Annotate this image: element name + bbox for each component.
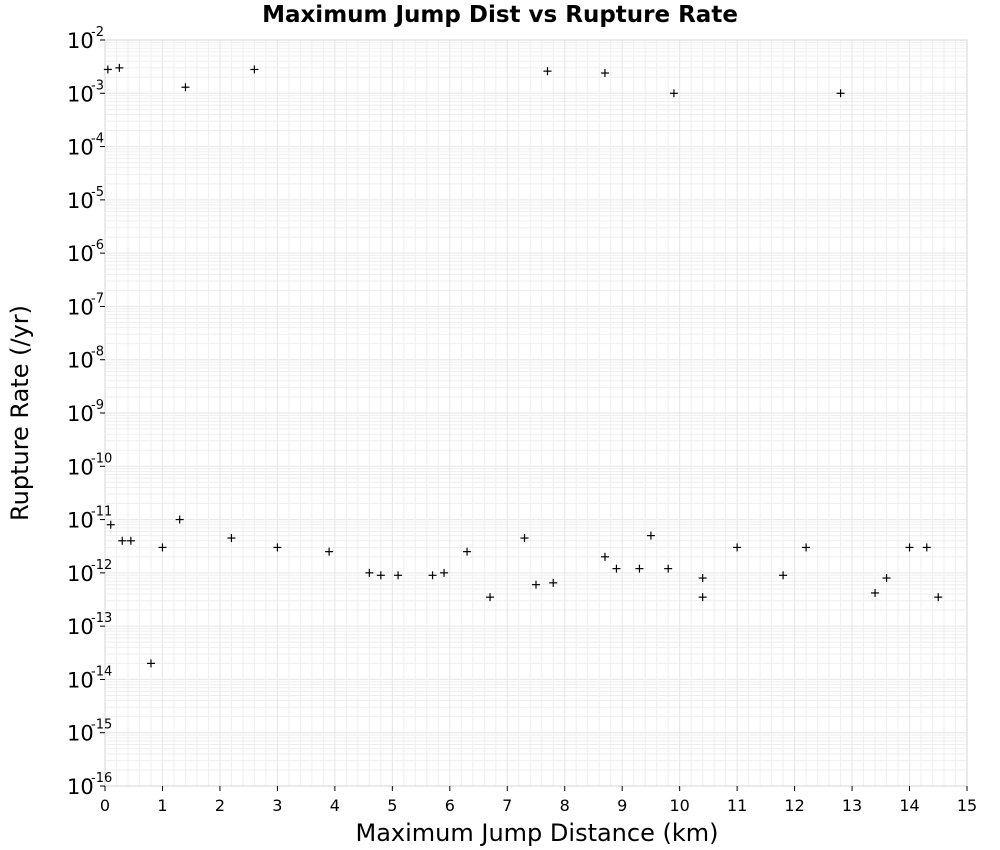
data-point: [175, 515, 184, 524]
x-tick-label: 8: [560, 796, 570, 815]
y-tick-label: 10: [67, 722, 94, 746]
data-point: [428, 571, 437, 580]
x-tick-label: 6: [445, 796, 455, 815]
y-tick-exponent: -16: [91, 771, 112, 786]
x-tick-label: 12: [784, 796, 804, 815]
data-point: [635, 564, 644, 573]
data-point: [227, 534, 236, 543]
x-tick-label: 7: [502, 796, 512, 815]
x-tick-label: 10: [669, 796, 689, 815]
x-tick-label: 11: [727, 796, 747, 815]
data-point: [698, 574, 707, 583]
data-point: [922, 543, 931, 552]
data-point: [836, 89, 845, 98]
data-point: [532, 580, 540, 589]
data-point: [549, 578, 558, 587]
y-tick-exponent: -9: [91, 398, 104, 413]
data-point: [376, 571, 385, 580]
data-point: [463, 547, 472, 556]
data-point: [146, 659, 155, 668]
y-tick-label: 10: [67, 562, 94, 586]
data-point: [543, 67, 552, 76]
data-point: [934, 593, 943, 602]
data-point: [612, 564, 621, 573]
y-tick-exponent: -13: [91, 611, 112, 626]
y-tick-label: 10: [67, 242, 94, 266]
y-tick-label: 10: [67, 136, 94, 160]
data-point: [779, 571, 788, 580]
y-tick-label: 10: [67, 509, 94, 533]
x-tick-label: 15: [957, 796, 977, 815]
y-tick-exponent: -14: [91, 664, 112, 679]
x-tick-label: 1: [157, 796, 167, 815]
y-tick-exponent: -2: [91, 25, 104, 40]
data-point: [115, 63, 124, 72]
data-point: [871, 588, 880, 597]
x-tick-label: 0: [100, 796, 110, 815]
y-tick-exponent: -7: [91, 291, 104, 306]
y-tick-exponent: -15: [91, 718, 112, 733]
y-tick-label: 10: [67, 82, 94, 106]
y-tick-label: 10: [67, 668, 94, 692]
y-tick-label: 10: [67, 189, 94, 213]
data-point: [486, 593, 495, 602]
data-point: [250, 65, 259, 74]
data-point: [664, 564, 673, 573]
axes: 0 1 2 3 4 5 6 7 8 9 10 11 12 13 14 1510-210-310-410-510…: [67, 25, 977, 815]
data-point: [905, 543, 914, 552]
data-point: [440, 568, 449, 577]
data-point: [669, 89, 678, 98]
data-point: [158, 543, 167, 552]
y-tick-label: 10: [67, 402, 94, 426]
y-tick-exponent: -12: [91, 558, 112, 573]
y-tick-label: 10: [67, 29, 94, 53]
data-point: [126, 536, 135, 545]
data-point: [394, 571, 403, 580]
data-point: [273, 543, 282, 552]
y-tick-label: 10: [67, 615, 94, 639]
data-points: [103, 63, 943, 668]
y-tick-label: 10: [67, 455, 94, 479]
x-tick-label: 13: [842, 796, 862, 815]
data-point: [733, 543, 742, 552]
y-tick-exponent: -3: [91, 78, 104, 93]
x-tick-label: 14: [899, 796, 919, 815]
y-tick-exponent: -4: [91, 132, 104, 147]
x-axis-label: Maximum Jump Distance (km): [356, 819, 719, 847]
y-tick-label: 10: [67, 295, 94, 319]
data-point: [365, 568, 374, 577]
data-point: [646, 531, 655, 540]
x-tick-label: 5: [387, 796, 397, 815]
y-tick-label: 10: [67, 775, 94, 799]
data-point: [325, 547, 334, 556]
y-tick-exponent: -10: [91, 451, 112, 466]
y-tick-label: 10: [67, 349, 94, 373]
grid: [104, 39, 968, 787]
y-axis-label: Rupture Rate (/yr): [6, 305, 34, 521]
x-tick-label: 9: [617, 796, 627, 815]
y-tick-exponent: -6: [91, 238, 104, 253]
y-tick-exponent: -11: [91, 505, 112, 520]
x-tick-label: 3: [272, 796, 282, 815]
data-point: [106, 520, 115, 529]
x-tick-label: 2: [215, 796, 225, 815]
x-tick-label: 4: [330, 796, 340, 815]
data-point: [118, 536, 127, 545]
y-tick-exponent: -5: [91, 185, 104, 200]
data-point: [600, 552, 609, 561]
chart-title: Maximum Jump Dist vs Rupture Rate: [262, 2, 738, 28]
data-point: [882, 574, 891, 583]
data-point: [698, 593, 707, 602]
y-tick-exponent: -8: [91, 345, 104, 360]
data-point: [802, 543, 811, 552]
data-point: [520, 534, 529, 543]
data-point: [600, 69, 609, 78]
data-point: [181, 83, 190, 92]
data-point: [103, 65, 112, 74]
